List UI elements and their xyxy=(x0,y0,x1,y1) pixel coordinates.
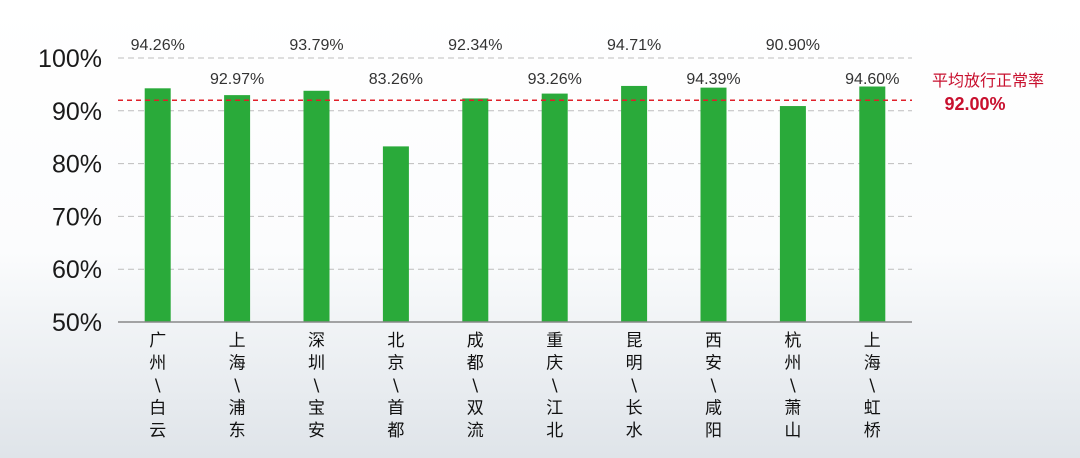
y-tick-label: 50% xyxy=(52,309,102,337)
category-char: 白 xyxy=(149,399,166,419)
category-char: 山 xyxy=(784,421,801,441)
category-char: 深 xyxy=(308,331,325,351)
category-char: 浦 xyxy=(229,399,246,419)
category-char: \ xyxy=(869,376,875,396)
value-label: 94.60% xyxy=(845,71,899,88)
category-label: 昆明\ 长水 xyxy=(626,331,643,441)
bar xyxy=(382,146,409,322)
category-char: 安 xyxy=(705,354,722,374)
category-char: 海 xyxy=(229,354,246,374)
bar xyxy=(541,93,568,323)
category-char: 州 xyxy=(149,354,166,374)
category-char: 水 xyxy=(626,421,643,441)
y-tick-label: 70% xyxy=(52,203,102,231)
value-label: 94.39% xyxy=(686,71,740,88)
category-char: 都 xyxy=(467,354,484,374)
category-label: 上海\ 浦东 xyxy=(229,331,246,441)
bar xyxy=(303,90,330,322)
category-label: 西安\ 咸阳 xyxy=(705,331,722,441)
y-tick-label: 80% xyxy=(52,151,102,179)
category-char: 都 xyxy=(387,421,404,441)
category-char: 虹 xyxy=(864,399,881,419)
category-char: \ xyxy=(790,376,796,396)
category-char: 阳 xyxy=(705,421,722,441)
category-char: 杭 xyxy=(784,331,801,351)
category-labels: 广州\白云上海\浦东深圳\宝安北京\首都成都\双流重庆\江北昆明\长水西安\咸阳… xyxy=(149,331,881,441)
value-label: 90.90% xyxy=(766,37,820,54)
category-char: \ xyxy=(314,376,320,396)
category-char: 海 xyxy=(864,354,881,374)
bar xyxy=(779,106,806,322)
category-char: 北 xyxy=(387,331,404,351)
category-char: 萧 xyxy=(784,399,801,419)
category-char: 安 xyxy=(308,421,325,441)
category-char: 京 xyxy=(387,354,404,374)
category-char: 流 xyxy=(467,421,484,441)
category-char: 州 xyxy=(784,354,801,374)
bar xyxy=(462,98,489,323)
category-char: 云 xyxy=(149,421,166,441)
category-char: \ xyxy=(234,376,240,396)
reference-line-label: 平均放行正常率 xyxy=(932,71,1044,90)
category-char: 广 xyxy=(149,331,166,351)
value-label: 94.26% xyxy=(131,37,185,54)
category-char: 首 xyxy=(387,399,404,419)
category-label: 北京\ 首都 xyxy=(387,331,404,441)
reference-line-value: 92.00% xyxy=(944,94,1005,114)
category-char: \ xyxy=(711,376,717,396)
bar xyxy=(144,88,171,323)
value-labels: 94.26% 92.97% 93.79% 83.26% 92.34% 93.26% 94.7… xyxy=(131,37,900,88)
category-char: 双 xyxy=(467,399,484,419)
value-label: 92.97% xyxy=(210,71,264,88)
category-char: 上 xyxy=(864,331,881,351)
value-label: 92.34% xyxy=(448,37,502,54)
category-label: 成都\ 双流 xyxy=(467,331,484,441)
category-char: 江 xyxy=(546,399,563,419)
bar xyxy=(621,85,648,322)
category-char: 重 xyxy=(546,331,563,351)
category-char: \ xyxy=(552,376,558,396)
category-char: 长 xyxy=(626,399,643,419)
category-char: \ xyxy=(155,376,161,396)
value-label: 93.79% xyxy=(289,37,343,54)
category-char: 宝 xyxy=(308,399,325,419)
category-char: 东 xyxy=(229,421,246,441)
category-char: 西 xyxy=(705,331,722,351)
category-label: 广州\ 白云 xyxy=(149,331,166,441)
y-tick-label: 60% xyxy=(52,256,102,284)
category-char: 成 xyxy=(467,331,484,351)
y-tick-label: 90% xyxy=(52,98,102,126)
category-label: 深圳\ 宝安 xyxy=(308,331,325,441)
category-char: 桥 xyxy=(864,421,881,441)
bars xyxy=(144,85,886,323)
value-label: 94.71% xyxy=(607,37,661,54)
category-label: 杭州\ 萧山 xyxy=(784,331,801,441)
value-label: 93.26% xyxy=(528,71,582,88)
category-char: \ xyxy=(472,376,478,396)
value-label: 83.26% xyxy=(369,71,423,88)
y-axis-ticks: 50% 60% 70% 80% 90% 100% xyxy=(38,45,102,337)
category-char: \ xyxy=(631,376,637,396)
category-char: 咸 xyxy=(705,399,722,419)
category-char: 北 xyxy=(546,421,563,441)
category-char: 庆 xyxy=(546,354,563,374)
category-label: 重庆\ 江北 xyxy=(546,331,563,441)
category-char: 圳 xyxy=(308,354,325,374)
bar xyxy=(700,87,727,323)
category-label: 上海\ 虹桥 xyxy=(864,331,881,441)
category-char: 昆 xyxy=(626,331,643,351)
category-char: \ xyxy=(393,376,399,396)
y-tick-label: 100% xyxy=(38,45,102,73)
bar xyxy=(859,86,886,323)
category-char: 上 xyxy=(229,331,246,351)
category-char: 明 xyxy=(626,354,643,374)
gridlines xyxy=(118,57,912,270)
bar xyxy=(224,95,251,322)
